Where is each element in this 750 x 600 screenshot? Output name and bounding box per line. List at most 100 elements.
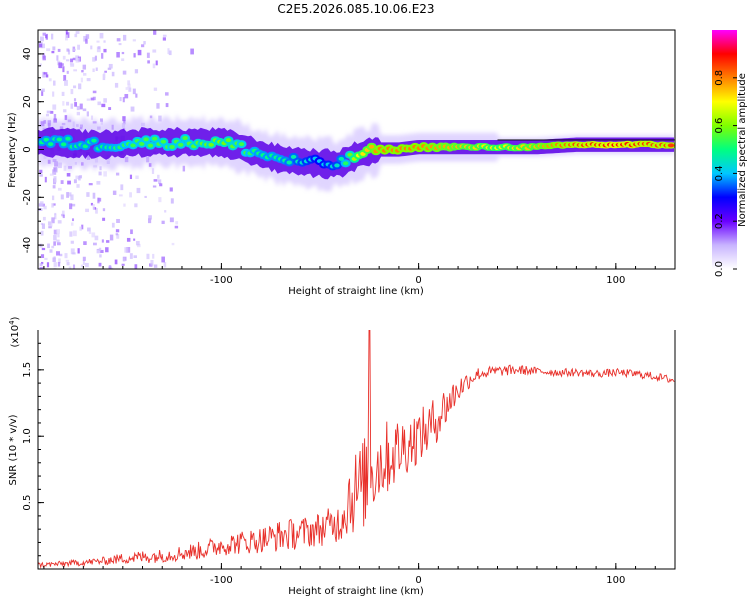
heatmap-speckle [65, 259, 70, 262]
heatmap-speckle [102, 208, 106, 212]
heatmap-speckle [158, 197, 162, 203]
ridge-blob-core [43, 137, 50, 142]
ridge-blob-core [178, 142, 184, 147]
heatmap-speckle [53, 80, 56, 86]
heatmap-speckle [126, 237, 131, 242]
heatmap-speckle [64, 34, 68, 41]
heatmap-speckle [41, 247, 46, 251]
heatmap-speckle [52, 46, 56, 51]
heatmap-speckle [56, 242, 61, 246]
heatmap-speckle [56, 229, 60, 234]
heatmap-speckle [90, 115, 94, 120]
heatmap-speckle [83, 241, 87, 246]
heatmap-speckle [108, 266, 112, 269]
heatmap-speckle [70, 103, 74, 109]
x-tick-label: -100 [210, 275, 233, 286]
heatmap-speckle [66, 262, 70, 266]
heatmap-speckle [73, 179, 77, 184]
heatmap-speckle [151, 168, 155, 174]
heatmap-speckle [49, 249, 53, 253]
ridge-blob-core [667, 143, 675, 148]
heatmap-speckle [169, 217, 174, 223]
heatmap-speckle [56, 251, 60, 256]
ridge-blob-core [182, 136, 188, 141]
heatmap-speckle [75, 57, 80, 63]
heatmap-speckle [82, 64, 87, 70]
heatmap-speckle [152, 185, 157, 188]
heatmap-speckle [122, 97, 125, 103]
heatmap-speckle [92, 90, 97, 94]
ridge-blob-core [238, 142, 245, 147]
heatmap-speckle [118, 43, 122, 46]
heatmap-speckle [53, 229, 58, 235]
ridge-blob-core [56, 137, 63, 142]
heatmap-speckle [79, 226, 82, 231]
heatmap-speckle [72, 230, 77, 237]
ridge-blob-core [290, 154, 297, 159]
heatmap-speckle [171, 242, 175, 246]
heatmap-speckle [64, 253, 68, 259]
heatmap-speckle [70, 58, 74, 63]
ridge-blob-core [130, 143, 136, 148]
heatmap-speckle [41, 43, 45, 49]
heatmap-speckle [40, 230, 44, 236]
heatmap-speckle [133, 238, 136, 241]
y-tick-label: -20 [22, 189, 33, 205]
heatmap-speckle [80, 77, 83, 83]
heatmap-speckle [92, 57, 96, 62]
heatmap-speckle [124, 247, 129, 253]
heatmap-speckle [46, 262, 50, 268]
y-tick-label: 40 [22, 48, 33, 61]
colorbar-tick-label: 0.6 [714, 118, 725, 134]
heatmap-speckle [56, 239, 60, 243]
heatmap-speckle [135, 93, 138, 98]
heatmap-speckle [78, 83, 82, 90]
ridge-blob-core [60, 142, 67, 147]
heatmap-speckle [98, 262, 102, 267]
heatmap-speckle [59, 253, 63, 257]
heatmap-speckle [44, 257, 48, 260]
heatmap-speckle [74, 102, 78, 107]
ridge-blob-core [225, 138, 232, 143]
heatmap-speckle [125, 87, 129, 90]
heatmap-speckle [116, 38, 121, 42]
heatmap-speckle [65, 30, 68, 35]
heatmap-speckle [53, 113, 57, 120]
heatmap-speckle [109, 234, 114, 241]
heatmap-speckle [72, 57, 77, 61]
heatmap-speckle [96, 40, 100, 43]
heatmap-speckle [182, 165, 186, 172]
colorbar: 0.0 0.2 0.4 0.6 0.8 Normalized spectral ampl… [712, 30, 748, 277]
heatmap-speckle [127, 80, 131, 85]
heatmap-speckle [54, 214, 57, 220]
heatmap-speckle [56, 55, 59, 61]
heatmap-speckle [94, 55, 98, 61]
heatmap-speckle [62, 101, 65, 106]
heatmap-speckle [81, 224, 84, 230]
heatmap-speckle [39, 43, 43, 48]
y-tick-label: 0.5 [22, 495, 33, 511]
snr-y-scale-prefix: (x10 [10, 325, 21, 348]
heatmap-speckle [152, 49, 157, 53]
heatmap-speckle [39, 263, 43, 267]
heatmap-speckle [99, 249, 104, 253]
heatmap-speckle [71, 218, 75, 222]
heatmap-speckle [51, 245, 55, 249]
heatmap-speckle [158, 115, 162, 122]
heatmap-speckle [52, 203, 56, 206]
heatmap-speckle [77, 44, 81, 50]
heatmap-speckle [137, 49, 142, 56]
heatmap-speckle [76, 105, 80, 111]
heatmap-speckle [40, 254, 45, 258]
heatmap-speckle [105, 247, 109, 253]
heatmap-speckle [104, 70, 107, 73]
heatmap-speckle [114, 259, 118, 265]
heatmap-speckle [108, 63, 113, 69]
heatmap-speckle [120, 184, 124, 191]
heatmap-speckle [82, 256, 86, 261]
heatmap-speckle [63, 75, 67, 81]
heatmap-speckle [101, 53, 104, 59]
heatmap-speckle [51, 203, 54, 208]
heatmap-speckle [86, 98, 91, 101]
heatmap-speckle [163, 262, 167, 268]
